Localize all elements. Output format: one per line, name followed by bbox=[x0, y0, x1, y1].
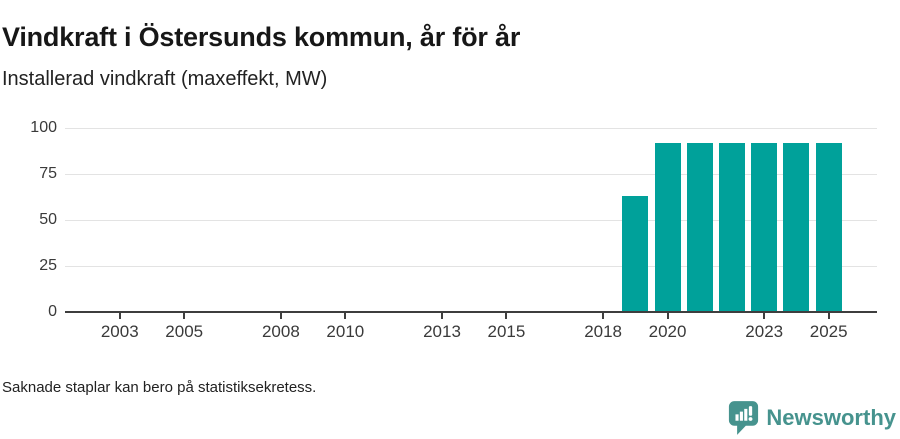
gridline-25 bbox=[65, 266, 877, 267]
chart-subtitle: Installerad vindkraft (maxeffekt, MW) bbox=[2, 68, 328, 90]
bar-2024 bbox=[783, 142, 810, 312]
gridline-50 bbox=[65, 220, 877, 221]
bar-2023 bbox=[751, 142, 778, 312]
y-tick-label-75: 75 bbox=[39, 165, 57, 182]
chart-title: Vindkraft i Östersunds kommun, år för år bbox=[2, 22, 521, 53]
x-tick-label-2008: 2008 bbox=[261, 322, 300, 341]
x-tick-2020 bbox=[666, 313, 669, 319]
y-tick-label-25: 25 bbox=[39, 257, 57, 274]
x-tick-label-2025: 2025 bbox=[809, 322, 848, 341]
bar-2022 bbox=[719, 142, 745, 312]
plot-area: 2003 2005 2008 2010 2013 2015 2018 2020 2023 2025 bbox=[65, 128, 877, 341]
x-tick-2005 bbox=[183, 313, 186, 319]
x-tick-2023 bbox=[763, 313, 766, 319]
x-tick-label-2018: 2018 bbox=[584, 322, 623, 341]
x-tick-2025 bbox=[827, 313, 830, 319]
x-tick-label-2005: 2005 bbox=[165, 322, 204, 341]
newsworthy-logo[interactable]: Newsworthy bbox=[728, 400, 896, 436]
bar-2019 bbox=[622, 196, 649, 312]
x-tick-label-2020: 2020 bbox=[648, 322, 687, 341]
x-tick-2013 bbox=[441, 313, 443, 319]
gridline-100 bbox=[65, 128, 877, 129]
bar-2021 bbox=[686, 142, 713, 312]
gridline-75 bbox=[65, 174, 877, 175]
bar-2025 bbox=[815, 142, 842, 312]
y-tick-label-0: 0 bbox=[48, 303, 57, 320]
newsworthy-bubble-chart-icon bbox=[728, 400, 759, 436]
x-tick-label-2013: 2013 bbox=[423, 322, 461, 341]
newsworthy-wordmark: Newsworthy bbox=[766, 405, 896, 430]
x-tick-2003 bbox=[118, 313, 121, 319]
x-axis-line bbox=[65, 311, 877, 313]
x-tick-label-2003: 2003 bbox=[100, 322, 139, 341]
x-tick-2008 bbox=[279, 313, 282, 319]
y-tick-label-50: 50 bbox=[39, 211, 57, 228]
x-tick-2015 bbox=[505, 313, 508, 319]
footnote: Saknade staplar kan bero på statistiksek… bbox=[2, 379, 317, 396]
x-tick-label-2015: 2015 bbox=[487, 322, 526, 341]
x-tick-2018 bbox=[602, 313, 605, 319]
x-tick-label-2010: 2010 bbox=[326, 322, 365, 341]
x-tick-2010 bbox=[344, 313, 347, 319]
bar-2020 bbox=[654, 142, 681, 312]
x-tick-label-2023: 2023 bbox=[745, 322, 784, 341]
y-tick-label-100: 100 bbox=[30, 119, 57, 136]
